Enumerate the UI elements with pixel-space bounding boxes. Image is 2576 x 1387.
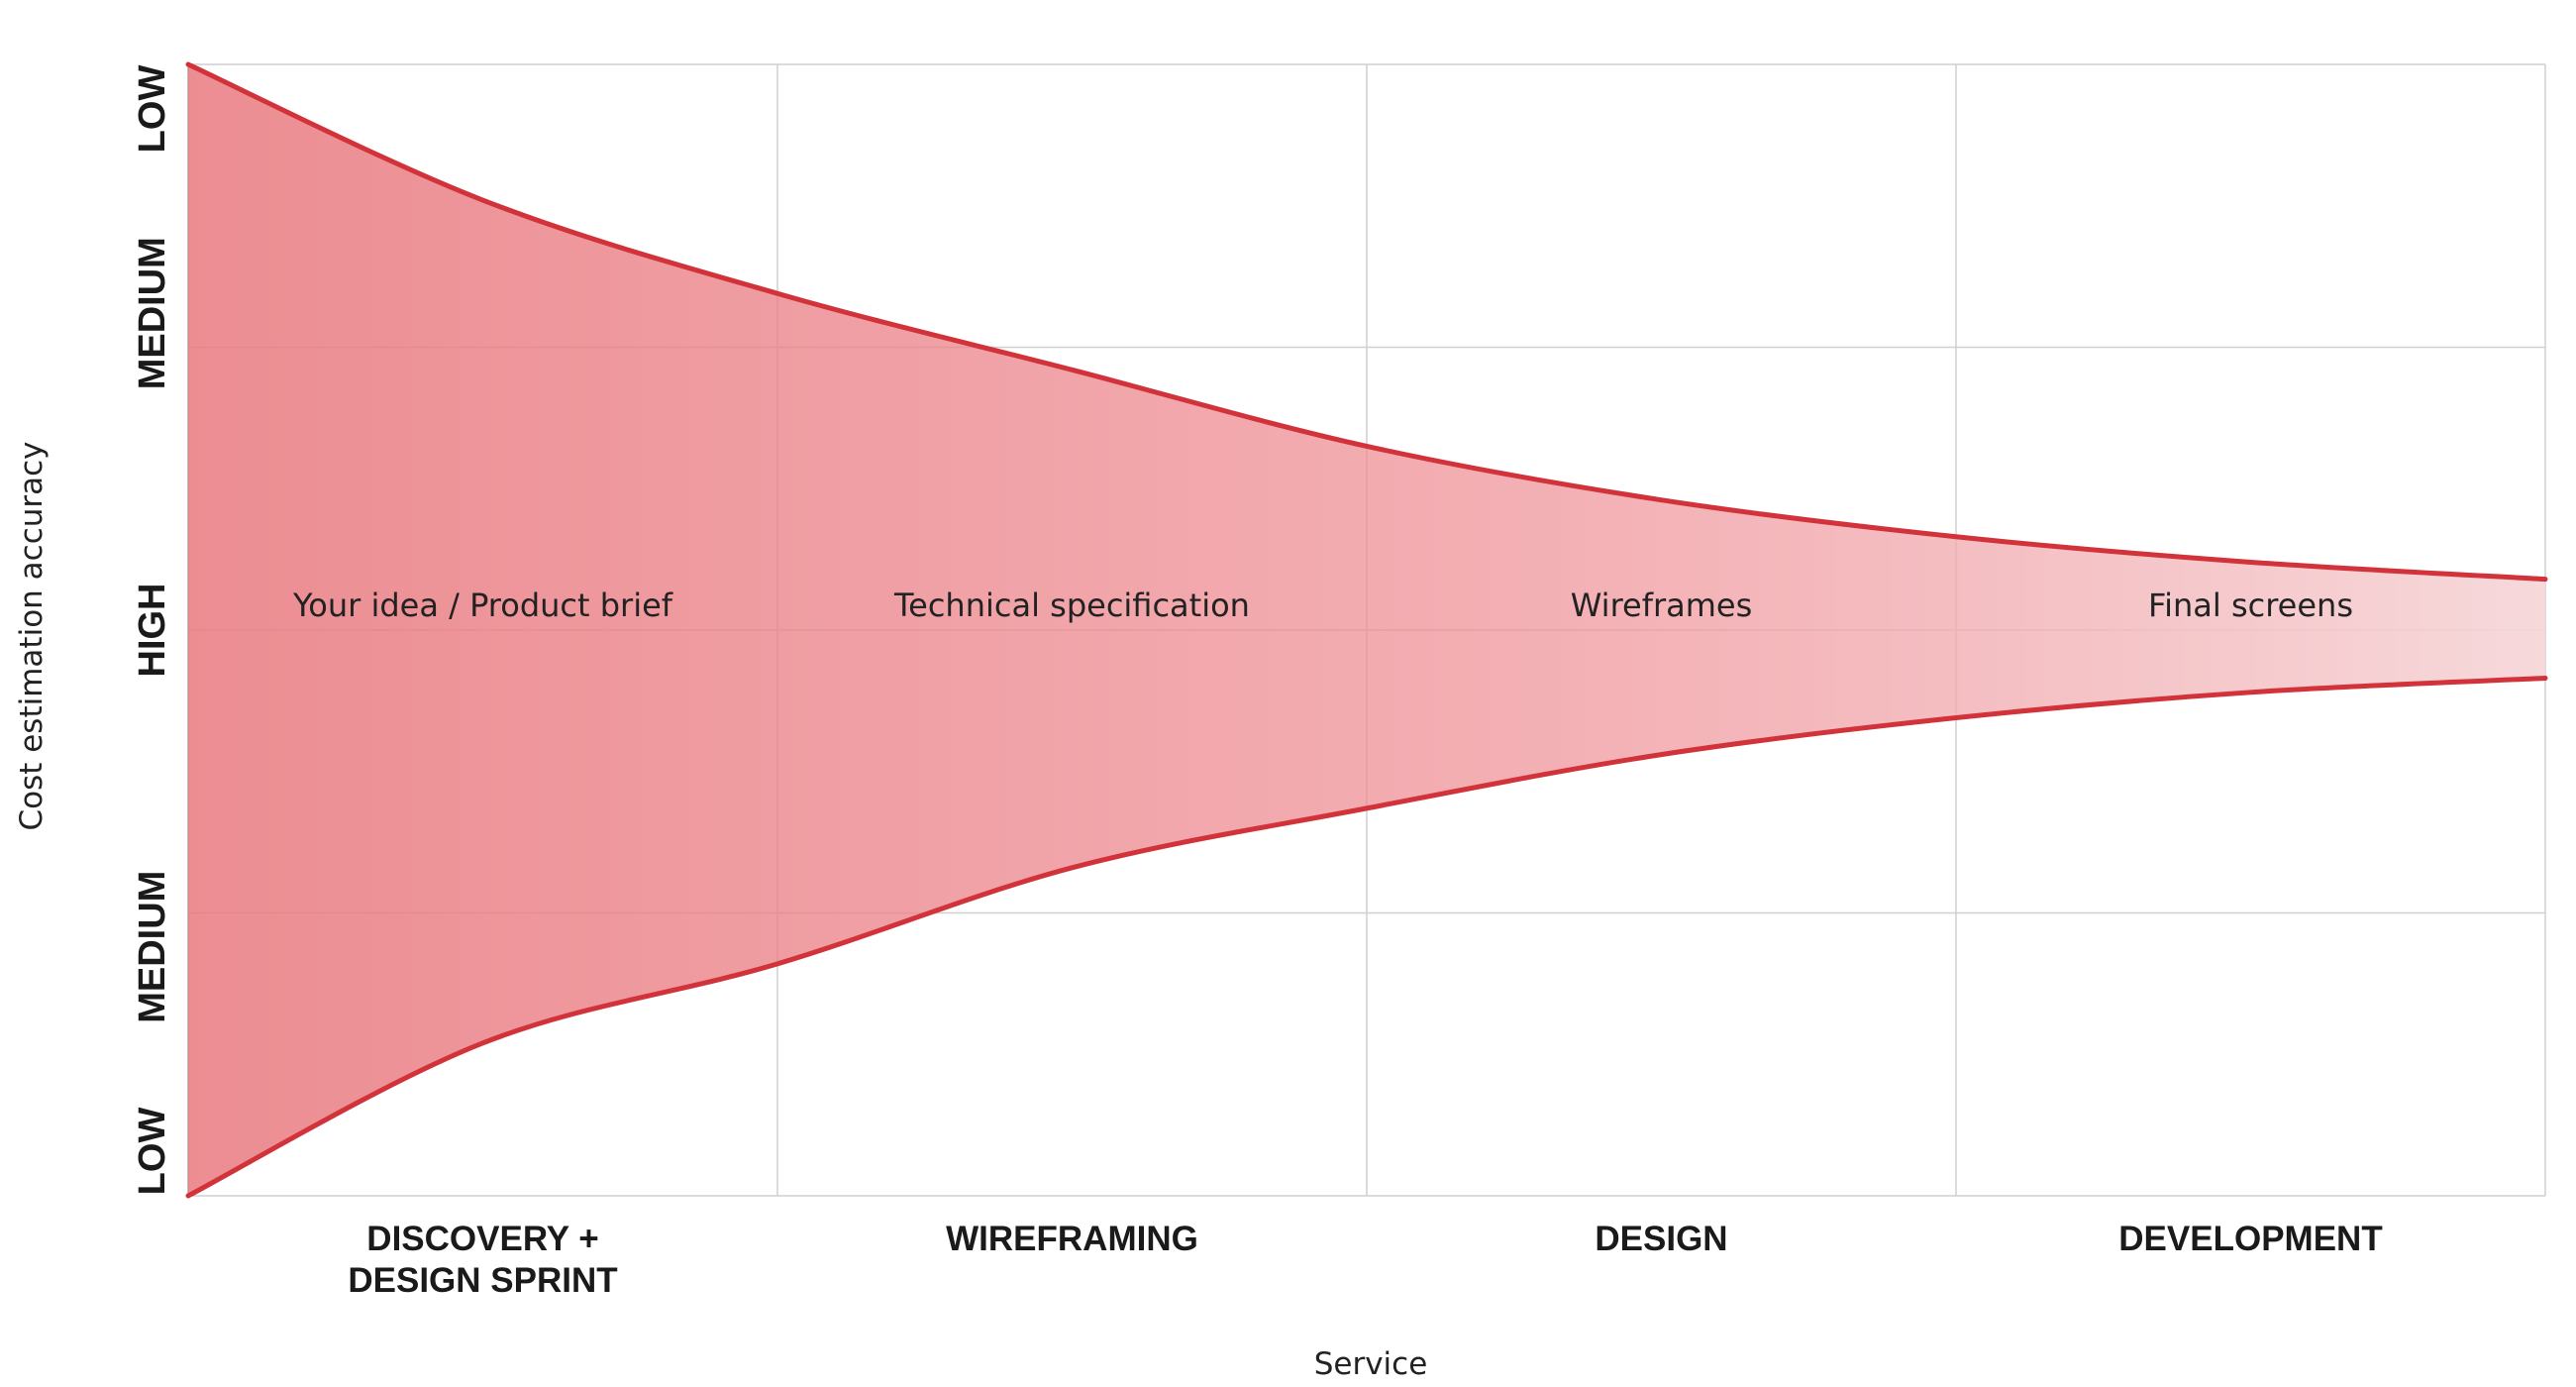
y-level-label: HIGH	[132, 584, 173, 678]
stage-label: Technical specification	[893, 587, 1250, 624]
upper-bound-line	[185, 61, 2548, 583]
y-level-labels: LOW MEDIUM HIGH MEDIUM LOW	[132, 65, 173, 1196]
y-level-label: LOW	[132, 1108, 173, 1196]
stage-label: Wireframes	[1571, 587, 1753, 624]
x-category-label: DISCOVERY + DESIGN SPRINT	[348, 1220, 617, 1300]
stage-label: Your idea / Product brief	[292, 587, 673, 624]
y-level-label: LOW	[132, 65, 173, 154]
x-category-label: WIREFRAMING	[946, 1220, 1198, 1258]
y-level-label: MEDIUM	[132, 237, 173, 389]
x-axis-title: Service	[1314, 1346, 1428, 1382]
stage-label: Final screens	[2148, 587, 2353, 624]
x-category-label: DEVELOPMENT	[2118, 1220, 2382, 1258]
y-level-label: MEDIUM	[132, 871, 173, 1023]
lower-bound-line	[185, 676, 2548, 1199]
x-category-labels: DISCOVERY + DESIGN SPRINT WIREFRAMING DESIG…	[348, 1220, 2382, 1300]
x-category-label: DESIGN	[1595, 1220, 1727, 1258]
y-axis-title: Cost estimation accuracy	[14, 441, 50, 830]
stage-labels: Your idea / Product brief Technical speci…	[292, 587, 2353, 624]
funnel-area	[185, 61, 2548, 1199]
funnel-fill	[188, 64, 2545, 1196]
